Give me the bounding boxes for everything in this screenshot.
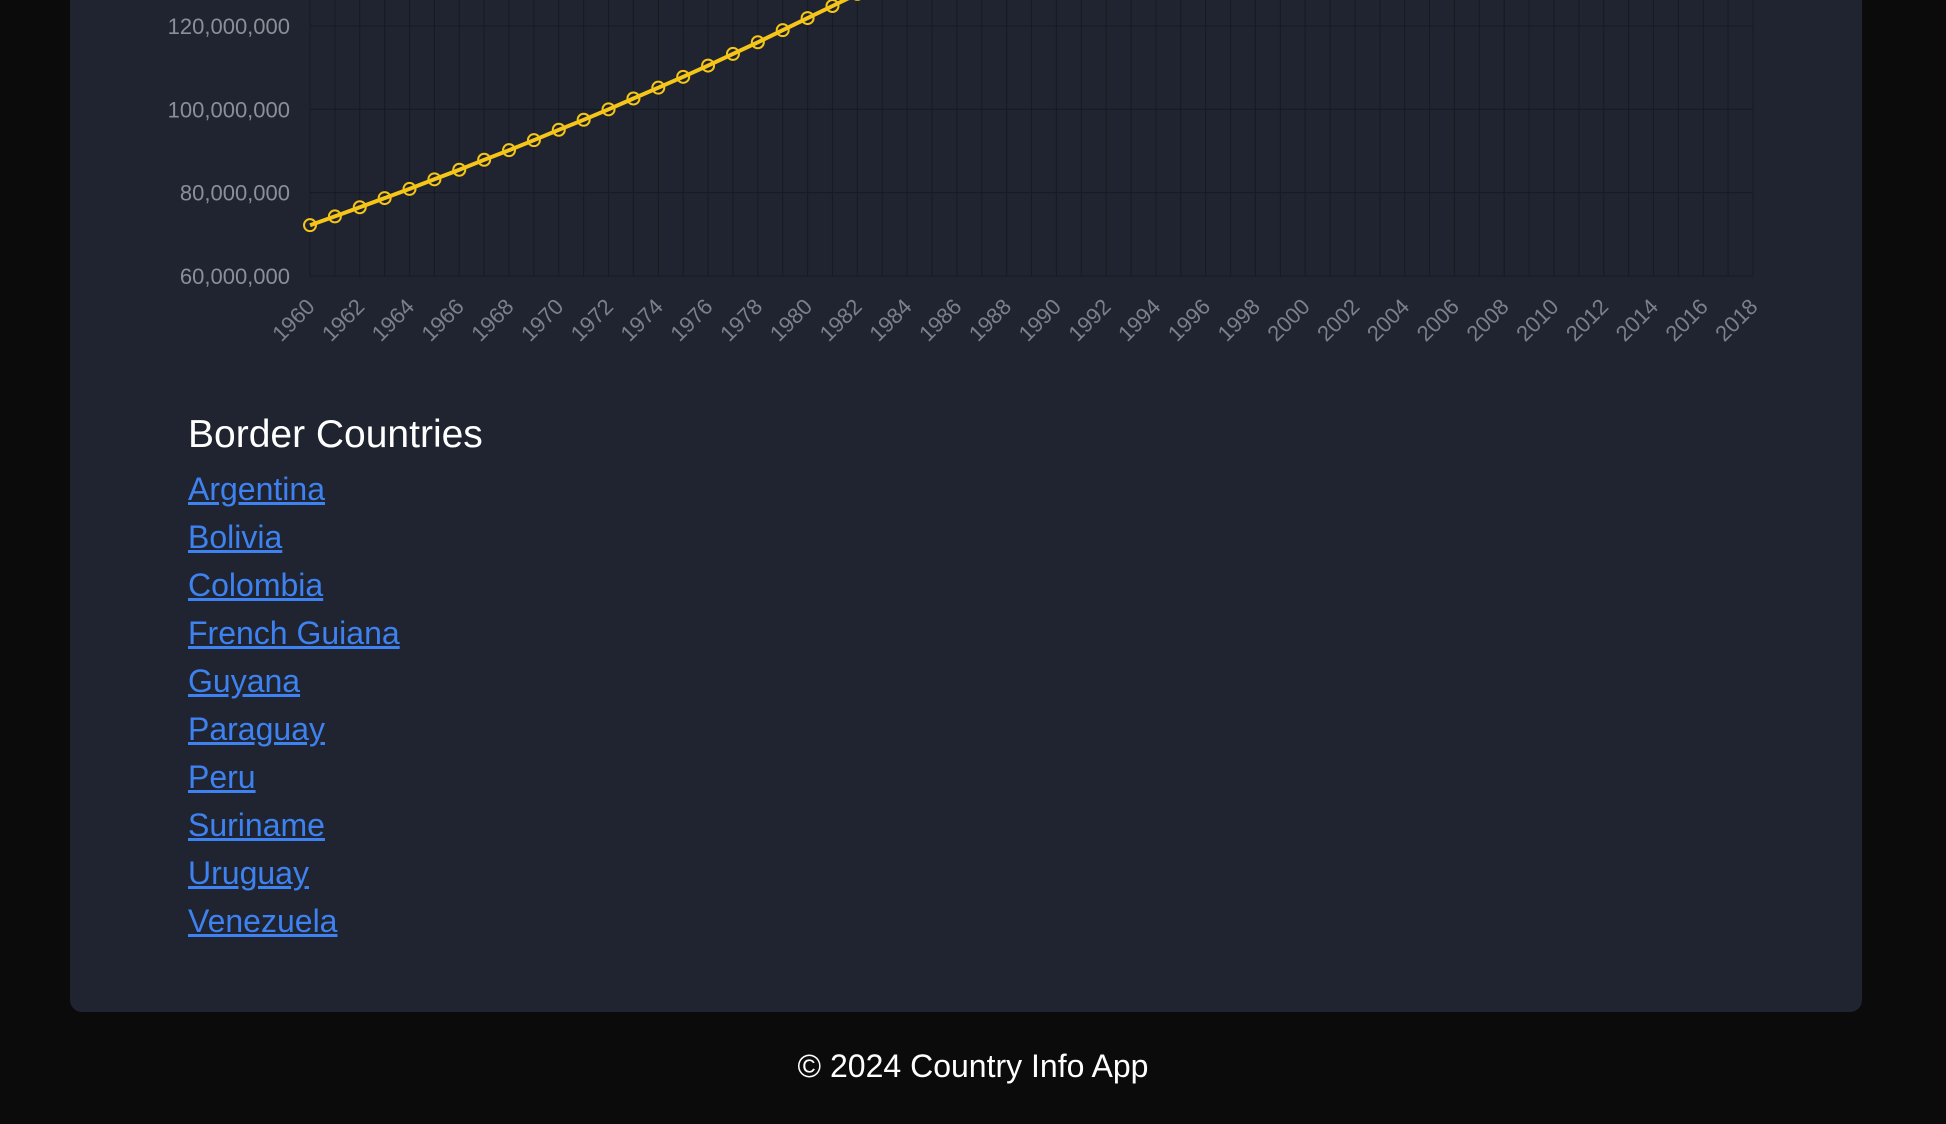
x-tick-label: 1970 bbox=[516, 294, 568, 346]
x-tick-label: 1994 bbox=[1113, 294, 1165, 346]
x-tick-label: 2010 bbox=[1511, 294, 1563, 346]
data-point bbox=[303, 218, 317, 233]
data-point bbox=[626, 91, 641, 106]
x-tick-label: 1966 bbox=[417, 294, 469, 346]
data-point bbox=[651, 80, 666, 95]
x-tick-label: 1980 bbox=[765, 294, 817, 346]
y-tick-label: 100,000,000 bbox=[168, 97, 290, 122]
x-tick-label: 1992 bbox=[1063, 294, 1115, 346]
x-tick-label: 1976 bbox=[665, 294, 717, 346]
list-item: Uruguay bbox=[188, 854, 400, 902]
list-item: Venezuela bbox=[188, 902, 400, 950]
x-tick-label: 1982 bbox=[815, 294, 867, 346]
y-tick-label: 120,000,000 bbox=[168, 14, 290, 39]
x-tick-label: 1964 bbox=[367, 294, 419, 346]
data-point bbox=[502, 143, 517, 158]
x-tick-label: 1972 bbox=[566, 294, 618, 346]
data-point bbox=[701, 58, 716, 73]
list-item: Peru bbox=[188, 758, 400, 806]
x-tick-label: 2006 bbox=[1412, 294, 1464, 346]
border-country-link[interactable]: French Guiana bbox=[188, 615, 400, 651]
x-tick-label: 2018 bbox=[1710, 294, 1762, 346]
population-chart: 60,000,000 80,000,000 100,000,000 120,000,0… bbox=[168, 0, 1763, 346]
border-country-link[interactable]: Uruguay bbox=[188, 855, 309, 891]
data-point bbox=[402, 181, 417, 196]
border-country-link[interactable]: Venezuela bbox=[188, 903, 338, 939]
y-tick-label: 80,000,000 bbox=[180, 181, 290, 206]
x-tick-label: 1960 bbox=[267, 294, 319, 346]
data-point bbox=[551, 122, 566, 137]
x-tick-label: 2008 bbox=[1461, 294, 1513, 346]
footer-copyright: © 2024 Country Info App bbox=[797, 1048, 1149, 1084]
x-tick-label: 2016 bbox=[1660, 294, 1712, 346]
x-tick-label: 1968 bbox=[466, 294, 518, 346]
border-country-link[interactable]: Bolivia bbox=[188, 519, 283, 555]
x-tick-label: 1988 bbox=[964, 294, 1016, 346]
x-tick-label: 2012 bbox=[1561, 294, 1613, 346]
data-point bbox=[800, 11, 815, 26]
data-point bbox=[377, 191, 392, 206]
data-point bbox=[775, 23, 790, 38]
border-countries-title: Border Countries bbox=[188, 413, 483, 456]
border-countries-list: Argentina Bolivia Colombia French Guiana… bbox=[188, 470, 400, 950]
list-item: Colombia bbox=[188, 566, 400, 614]
population-line bbox=[309, 0, 850, 228]
list-item: Bolivia bbox=[188, 518, 400, 566]
x-tick-label: 1984 bbox=[864, 294, 916, 346]
data-point bbox=[477, 152, 492, 167]
x-tick-label: 1974 bbox=[616, 294, 668, 346]
x-tick-label: 1978 bbox=[715, 294, 767, 346]
border-country-link[interactable]: Guyana bbox=[188, 663, 301, 699]
x-tick-label: 2014 bbox=[1611, 294, 1663, 346]
x-tick-label: 1998 bbox=[1213, 294, 1265, 346]
list-item: Argentina bbox=[188, 470, 400, 518]
data-point bbox=[576, 112, 591, 127]
x-tick-label: 2000 bbox=[1262, 294, 1314, 346]
list-item: Paraguay bbox=[188, 710, 400, 758]
data-point bbox=[452, 162, 467, 177]
data-point bbox=[327, 209, 342, 224]
x-tick-label: 2002 bbox=[1312, 294, 1364, 346]
data-point bbox=[601, 102, 616, 117]
y-tick-label: 60,000,000 bbox=[180, 264, 290, 289]
list-item: Suriname bbox=[188, 806, 400, 854]
x-tick-label: 1986 bbox=[914, 294, 966, 346]
x-tick-label: 1962 bbox=[317, 294, 369, 346]
data-point bbox=[725, 46, 740, 61]
x-tick-label: 2004 bbox=[1362, 294, 1414, 346]
list-item: Guyana bbox=[188, 662, 400, 710]
country-card: 60,000,000 80,000,000 100,000,000 120,000,0… bbox=[70, 0, 1862, 1012]
data-point bbox=[676, 69, 691, 84]
x-tick-label: 1996 bbox=[1163, 294, 1215, 346]
border-country-link[interactable]: Colombia bbox=[188, 567, 324, 603]
list-item: French Guiana bbox=[188, 614, 400, 662]
data-point bbox=[526, 133, 541, 148]
x-tick-label: 1990 bbox=[1014, 294, 1066, 346]
data-point bbox=[825, 0, 840, 13]
border-country-link[interactable]: Paraguay bbox=[188, 711, 325, 747]
data-point bbox=[750, 35, 765, 50]
data-point bbox=[352, 200, 367, 215]
border-country-link[interactable]: Argentina bbox=[188, 471, 325, 507]
border-country-link[interactable]: Suriname bbox=[188, 807, 325, 843]
border-country-link[interactable]: Peru bbox=[188, 759, 256, 795]
data-point bbox=[427, 172, 442, 187]
